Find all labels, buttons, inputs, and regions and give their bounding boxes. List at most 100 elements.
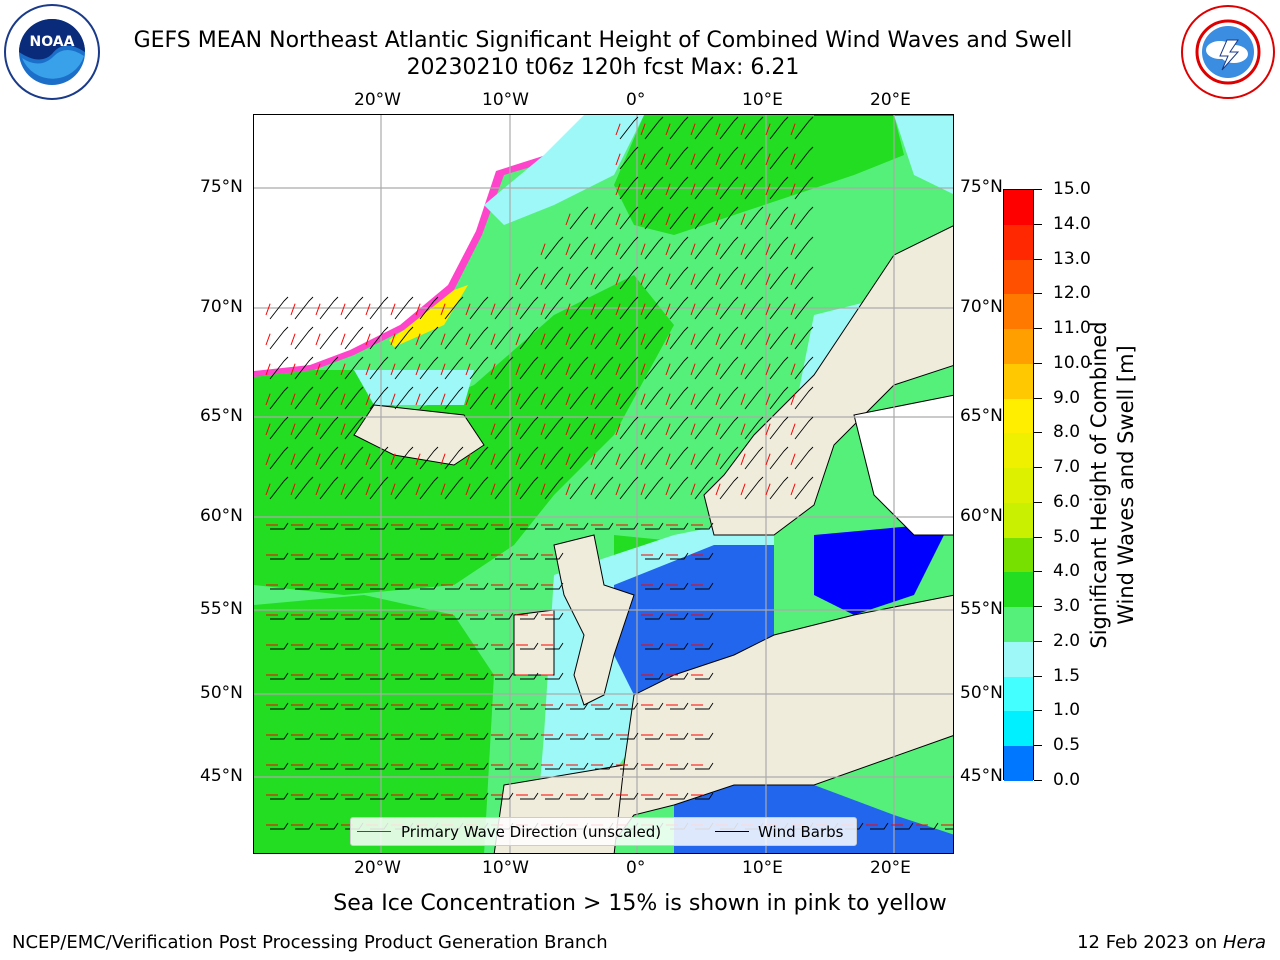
wind-barb bbox=[270, 642, 289, 650]
wind-barb bbox=[794, 236, 814, 260]
wind-barb bbox=[320, 522, 339, 530]
wind-barb bbox=[420, 792, 439, 800]
colorbar-tick-label: 2.0 bbox=[1053, 630, 1081, 651]
wave-direction-arrow bbox=[665, 333, 671, 346]
wind-barb bbox=[319, 416, 339, 440]
wave-direction-arrow bbox=[515, 423, 521, 436]
wave-direction-arrow bbox=[790, 123, 796, 136]
wave-direction-arrow bbox=[515, 363, 521, 376]
wave-direction-arrow bbox=[315, 333, 321, 346]
colorbar bbox=[1003, 189, 1034, 782]
wave-direction-arrow bbox=[640, 123, 646, 136]
wind-barb bbox=[794, 266, 814, 290]
wind-barb bbox=[344, 416, 364, 440]
wind-barb bbox=[569, 356, 589, 380]
wind-barb bbox=[644, 236, 664, 260]
wave-direction-arrow bbox=[490, 363, 496, 376]
wind-barb bbox=[619, 176, 639, 200]
wave-direction-arrow bbox=[740, 363, 746, 376]
wind-barb bbox=[469, 296, 489, 320]
wave-direction-arrow bbox=[740, 303, 746, 316]
colorbar-tick-mark bbox=[1034, 571, 1042, 573]
wave-direction-arrow bbox=[640, 483, 646, 496]
wind-barb bbox=[370, 582, 389, 590]
colorbar-tick-label: 4.0 bbox=[1053, 561, 1081, 582]
wind-barb bbox=[395, 552, 414, 560]
wind-barb bbox=[794, 416, 814, 440]
wind-barb bbox=[569, 476, 589, 500]
lat-tick-left: 60°N bbox=[200, 506, 243, 526]
wave-direction-arrow bbox=[715, 333, 721, 346]
wind-barb bbox=[269, 416, 289, 440]
wind-barb bbox=[420, 612, 439, 620]
colorbar-segment bbox=[1004, 190, 1033, 226]
colorbar-segment bbox=[1004, 572, 1033, 608]
lat-tick-left: 55°N bbox=[200, 599, 243, 619]
wind-barb bbox=[619, 116, 639, 140]
wind-barb bbox=[695, 792, 714, 800]
lat-tick-right: 65°N bbox=[960, 406, 1003, 426]
wave-direction-arrow bbox=[290, 303, 296, 316]
lon-tick-top: 10°W bbox=[482, 90, 529, 110]
wind-barb bbox=[320, 642, 339, 650]
wave-direction-arrow bbox=[790, 393, 796, 406]
wind-barb bbox=[344, 356, 364, 380]
wind-barb bbox=[644, 296, 664, 320]
wave-direction-legend-label: Primary Wave Direction (unscaled) bbox=[401, 823, 662, 841]
wind-barb bbox=[744, 206, 764, 230]
wave-direction-arrow bbox=[790, 213, 796, 226]
wave-direction-arrow bbox=[315, 453, 321, 466]
wind-barb bbox=[320, 612, 339, 620]
wind-barb bbox=[644, 476, 664, 500]
wave-direction-arrow bbox=[765, 483, 771, 496]
wave-direction-arrow bbox=[715, 423, 721, 436]
wind-barb bbox=[269, 356, 289, 380]
wind-barb bbox=[544, 266, 564, 290]
wind-barb bbox=[744, 416, 764, 440]
wave-direction-arrow bbox=[715, 213, 721, 226]
wind-barb bbox=[694, 116, 714, 140]
wave-direction-arrow bbox=[590, 213, 596, 226]
footer-host: Hera bbox=[1222, 932, 1266, 953]
wave-direction-arrow bbox=[590, 333, 596, 346]
map-title: GEFS MEAN Northeast Atlantic Significant… bbox=[133, 28, 1073, 53]
wind-barb bbox=[394, 356, 414, 380]
wind-barb bbox=[719, 416, 739, 440]
wind-barb bbox=[570, 762, 589, 770]
wind-barb bbox=[470, 642, 489, 650]
wind-barb bbox=[769, 386, 789, 410]
wind-barb bbox=[470, 702, 489, 710]
wind-barb bbox=[420, 522, 439, 530]
wind-barb bbox=[294, 416, 314, 440]
wind-barb bbox=[445, 672, 464, 680]
wave-direction-arrow bbox=[590, 483, 596, 496]
wind-barb bbox=[645, 792, 664, 800]
wind-barb bbox=[744, 116, 764, 140]
wind-barb bbox=[719, 296, 739, 320]
wind-barb bbox=[470, 762, 489, 770]
wave-direction-arrow bbox=[515, 273, 521, 286]
wind-barb bbox=[669, 206, 689, 230]
wind-barb bbox=[744, 476, 764, 500]
wind-barb bbox=[395, 672, 414, 680]
wind-barb bbox=[695, 762, 714, 770]
wind-barb bbox=[370, 612, 389, 620]
noaa-logo-text: NOAA bbox=[30, 34, 75, 50]
wind-barb bbox=[544, 476, 564, 500]
wave-direction-arrow bbox=[690, 363, 696, 376]
colorbar-segment bbox=[1004, 363, 1033, 400]
wind-barb bbox=[569, 236, 589, 260]
wind-barb bbox=[744, 326, 764, 350]
wind-barb bbox=[370, 732, 389, 740]
lon-tick-bottom: 0° bbox=[626, 858, 646, 878]
colorbar-segment bbox=[1004, 224, 1033, 260]
wind-barb bbox=[495, 732, 514, 740]
wave-direction-arrow bbox=[740, 333, 746, 346]
wind-barb bbox=[370, 672, 389, 680]
wind-barb bbox=[695, 642, 714, 650]
wind-barb bbox=[594, 446, 614, 470]
wind-barb bbox=[470, 792, 489, 800]
wind-barb bbox=[320, 822, 339, 830]
wind-barb bbox=[670, 522, 689, 530]
colorbar-tick-mark bbox=[1034, 397, 1042, 399]
